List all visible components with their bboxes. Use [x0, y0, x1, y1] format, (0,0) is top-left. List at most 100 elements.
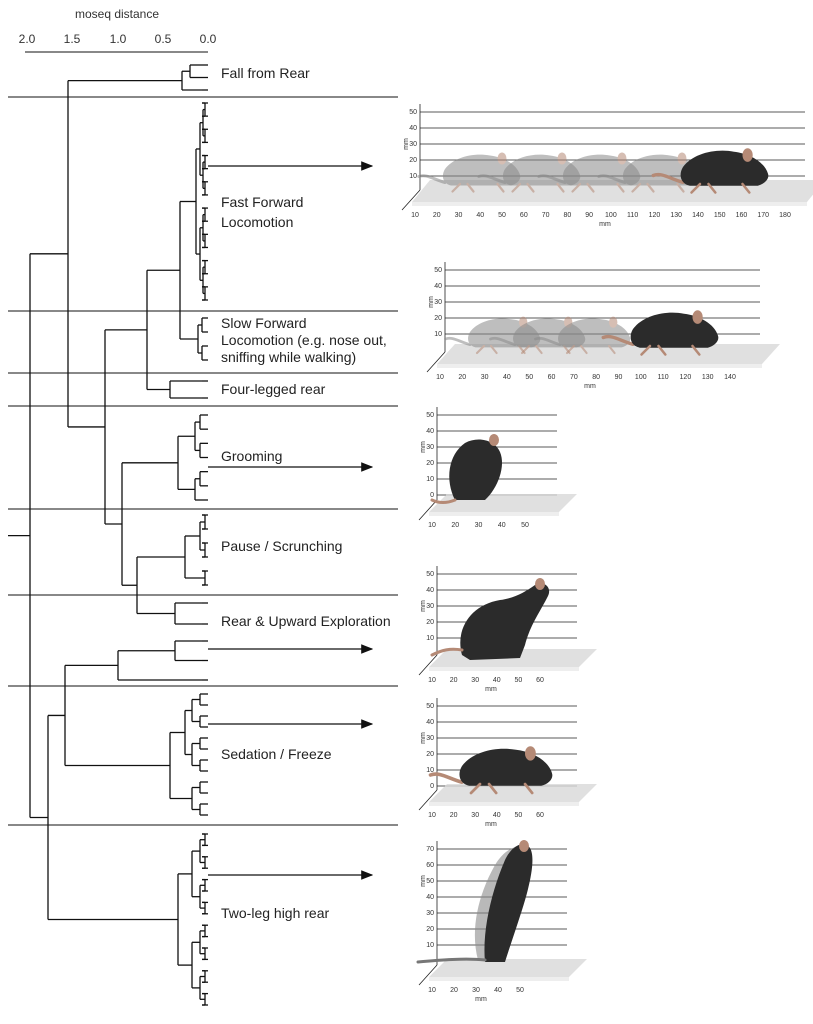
y-tick-label: 50 [426, 703, 434, 710]
mouse-icon [597, 152, 701, 193]
x-tick-label: 100 [635, 374, 647, 381]
x-tick-label: 180 [779, 212, 791, 219]
x-tick-label: 30 [472, 987, 480, 994]
x-tick-label: 120 [649, 212, 661, 219]
grooming-panel: 50 40 30 20 10 0 mm 10 20 30 40 50 [418, 407, 577, 529]
slow-forward-panel: 50 40 30 20 10 mm 10 20 30 40 50 60 70 80 90 100 110 120 1… [426, 262, 780, 390]
x-tick-label: 30 [475, 522, 483, 529]
x-tick-label: 20 [450, 987, 458, 994]
x-tick-label: 50 [516, 987, 524, 994]
x-tick-label: 150 [714, 212, 726, 219]
mouse-icon [651, 148, 769, 194]
y-tick-label: 10 [426, 635, 434, 642]
y-tick-label: 20 [409, 157, 417, 164]
cluster-label-slow-forward-line2: Locomotion (e.g. nose out, [221, 332, 387, 348]
y-tick-label: 20 [434, 315, 442, 322]
y-tick-label: 60 [426, 862, 434, 869]
y-tick-label: 10 [434, 331, 442, 338]
cluster-label-two-leg-high-rear: Two-leg high rear [221, 905, 330, 921]
y-tick-label: 10 [426, 767, 434, 774]
y-tick-label: 70 [426, 846, 434, 853]
y-tick-label: 20 [426, 926, 434, 933]
x-unit-label: mm [599, 221, 611, 228]
y-tick-label: 20 [426, 751, 434, 758]
axis-tick-label: 0.5 [155, 32, 172, 46]
cluster-label-sedation-freeze: Sedation / Freeze [221, 746, 332, 762]
x-tick-label: 110 [657, 374, 668, 381]
fast-forward-panel: 50 40 30 20 10 mm 10 20 30 40 50 60 70 80 90 100 110 120 1… [401, 104, 813, 228]
y-tick-label: 40 [409, 125, 417, 132]
mouse-icon [537, 152, 641, 193]
y-tick-label: 50 [434, 267, 442, 274]
y-tick-label: 20 [426, 619, 434, 626]
x-tick-label: 20 [458, 374, 466, 381]
x-tick-label: 60 [536, 812, 544, 819]
y-tick-label: 50 [426, 878, 434, 885]
x-tick-label: 110 [627, 212, 638, 219]
y-tick-label: 10 [426, 476, 434, 483]
x-tick-label: 40 [503, 374, 511, 381]
x-tick-label: 80 [563, 212, 571, 219]
y-unit-label: mm [420, 875, 427, 887]
cluster-labels: Fall from Rear Fast Forward Locomotion S… [221, 65, 391, 921]
x-unit-label: mm [485, 686, 497, 693]
cluster-label-rear-upward: Rear & Upward Exploration [221, 613, 391, 629]
x-tick-label: 10 [428, 522, 436, 529]
axis-tick-label: 2.0 [19, 32, 36, 46]
x-tick-label: 30 [455, 212, 463, 219]
x-tick-label: 50 [525, 374, 533, 381]
cluster-label-grooming: Grooming [221, 448, 282, 464]
y-tick-label: 30 [434, 299, 442, 306]
x-tick-label: 20 [450, 812, 458, 819]
x-tick-label: 50 [515, 812, 523, 819]
y-unit-label: mm [420, 600, 427, 612]
sedation-panel: 50 40 30 20 10 0 mm 10 20 30 40 50 60 mm [418, 698, 597, 828]
y-tick-label: 50 [409, 109, 417, 116]
y-tick-label: 40 [426, 428, 434, 435]
mouse-icon [430, 434, 503, 505]
mouse-icon [428, 746, 553, 795]
y-unit-label: mm [403, 138, 410, 150]
mouse-icon [417, 152, 521, 193]
x-tick-label: 70 [542, 212, 550, 219]
x-tick-label: 20 [450, 677, 458, 684]
y-unit-label: mm [428, 296, 435, 308]
cluster-label-fast-forward-line2: Locomotion [221, 214, 293, 230]
x-tick-label: 10 [411, 212, 419, 219]
y-tick-label: 40 [426, 894, 434, 901]
x-tick-label: 10 [436, 374, 444, 381]
x-tick-label: 170 [757, 212, 769, 219]
x-tick-label: 40 [493, 812, 501, 819]
y-tick-label: 10 [426, 942, 434, 949]
x-tick-label: 140 [692, 212, 704, 219]
rear-panel: 50 40 30 20 10 mm 10 20 30 40 50 60 mm [418, 566, 597, 693]
x-unit-label: mm [485, 821, 497, 828]
cluster-separators [8, 96, 398, 826]
x-tick-label: 60 [520, 212, 528, 219]
x-tick-label: 40 [498, 522, 506, 529]
dendrogram [8, 64, 208, 1006]
x-tick-label: 60 [536, 677, 544, 684]
cluster-label-fast-forward: Fast Forward [221, 194, 303, 210]
x-tick-label: 30 [471, 677, 479, 684]
cluster-label-slow-forward-line3: sniffing while walking) [221, 349, 356, 365]
y-tick-label: 30 [409, 141, 417, 148]
axis-tick-label: 1.5 [64, 32, 81, 46]
x-tick-label: 50 [515, 677, 523, 684]
cluster-label-pause-scrunching: Pause / Scrunching [221, 538, 342, 554]
mouse-icon [416, 840, 533, 964]
x-tick-label: 10 [428, 987, 436, 994]
mouse-icon [430, 578, 550, 660]
x-tick-label: 160 [736, 212, 748, 219]
cluster-label-slow-forward: Slow Forward [221, 315, 307, 331]
x-tick-label: 40 [493, 677, 501, 684]
x-tick-label: 40 [476, 212, 484, 219]
y-unit-label: mm [420, 732, 427, 744]
x-tick-label: 30 [481, 374, 489, 381]
y-tick-label: 30 [426, 910, 434, 917]
y-tick-label: 50 [426, 412, 434, 419]
x-tick-label: 20 [451, 522, 459, 529]
